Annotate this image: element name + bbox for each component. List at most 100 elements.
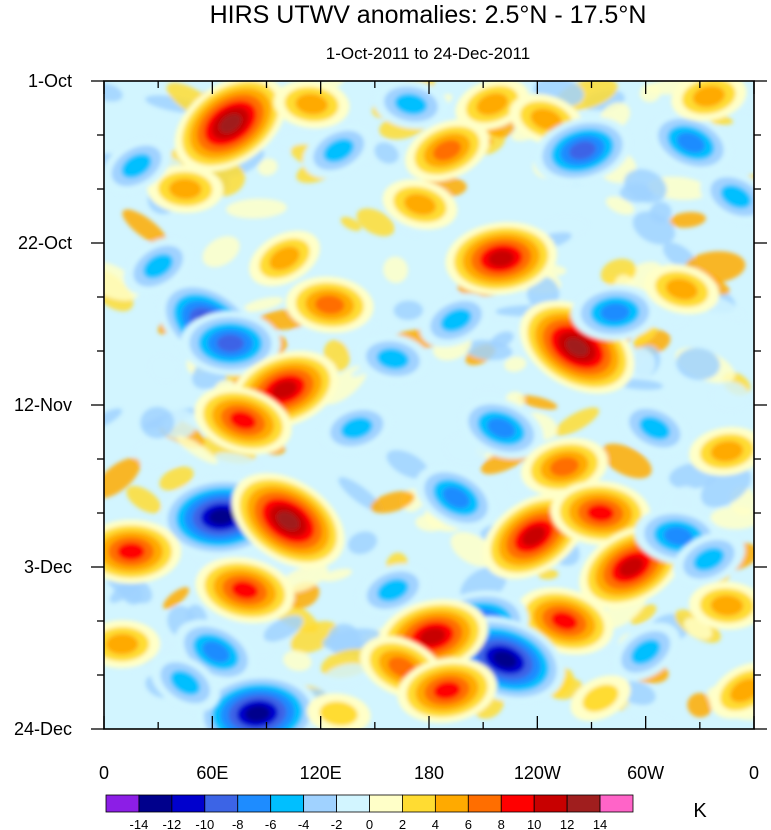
anomaly-patch — [120, 580, 143, 605]
anomaly-contour — [276, 511, 300, 531]
anomaly-patch — [687, 693, 713, 718]
anomaly-contour — [319, 701, 358, 726]
colorbar-swatch — [369, 794, 403, 813]
anomaly-patch — [347, 531, 378, 555]
anomaly-patch — [214, 452, 262, 471]
colorbar-swatch — [599, 794, 634, 813]
colorbar-swatch — [533, 794, 568, 813]
anomaly-contour — [521, 526, 546, 547]
anomaly-patch — [104, 261, 140, 301]
anomaly-field — [104, 81, 754, 729]
colorbar-label: 6 — [465, 817, 472, 830]
anomaly-contour — [720, 185, 752, 209]
anomaly-patch — [104, 82, 123, 102]
anomaly-contour — [433, 681, 461, 700]
anomaly-contour — [619, 557, 644, 577]
anomaly-patch — [386, 450, 429, 479]
y-tick-label: 12-Nov — [14, 395, 72, 415]
colorbar-swatch — [138, 794, 173, 813]
colorbar-label: -6 — [265, 817, 277, 830]
anomaly-contour — [117, 542, 145, 561]
anomaly-contour — [105, 633, 139, 655]
colorbar-label: 8 — [498, 817, 505, 830]
colorbar-swatch — [402, 794, 436, 813]
anomaly-contour — [340, 417, 373, 440]
anomaly-contour — [665, 278, 698, 300]
anomaly-feature — [147, 164, 224, 214]
anomaly-patch — [159, 466, 194, 491]
colorbar-units-label: K — [693, 800, 707, 822]
anomaly-patch — [104, 408, 123, 429]
anomaly-feature — [249, 230, 320, 287]
anomaly-patch — [676, 348, 721, 380]
colorbar-swatch — [270, 794, 305, 813]
anomaly-contour — [202, 641, 230, 663]
x-tick-label: 60W — [627, 763, 664, 783]
anomaly-patch — [667, 314, 690, 330]
anomaly-contour — [143, 253, 174, 279]
anomaly-contour — [487, 417, 516, 439]
colorbar-label: -4 — [298, 817, 310, 830]
anomaly-patch — [370, 491, 415, 514]
anomaly-patch — [518, 395, 558, 410]
anomaly-contour — [168, 178, 202, 200]
anomaly-feature — [671, 81, 747, 122]
anomaly-patch — [162, 587, 190, 609]
colorbar-label: 12 — [560, 817, 574, 830]
y-tick-label: 24-Dec — [14, 719, 72, 739]
anomaly-feature — [688, 581, 754, 630]
anomaly-feature — [123, 237, 193, 295]
anomaly-feature — [194, 386, 292, 455]
colorbar-swatch — [500, 794, 535, 813]
anomaly-patch — [710, 381, 750, 412]
anomaly-feature — [672, 532, 745, 587]
anomaly-feature — [458, 397, 544, 459]
anomaly-feature — [195, 673, 320, 729]
anomaly-contour — [639, 416, 671, 440]
anomaly-feature — [618, 401, 691, 456]
anomaly-contour — [476, 93, 508, 116]
x-axis: 0 60E 120E 180 120W 60W 0 — [99, 81, 759, 783]
anomaly-patch — [383, 256, 409, 284]
colorbar: -14 -12 -10 -8 -6 -4 -2 0 2 4 6 8 10 12 14 — [105, 794, 634, 830]
anomaly-contour — [315, 295, 345, 315]
colorbar-swatch — [336, 794, 370, 813]
anomaly-feature — [273, 81, 350, 129]
anomaly-contour — [630, 639, 661, 665]
y-tick-label: 3-Dec — [24, 557, 72, 577]
anomaly-contour — [219, 113, 242, 134]
anomaly-patch — [283, 650, 312, 672]
anomaly-contour — [693, 547, 725, 571]
colorbar-label: -12 — [162, 817, 181, 830]
colorbar-swatch — [467, 794, 502, 813]
colorbar-swatch — [171, 794, 206, 813]
anomaly-contour — [229, 411, 257, 430]
anomaly-patch — [226, 198, 287, 219]
chart-subtitle: 1-Oct-2011 to 24-Dec-2011 — [326, 44, 530, 63]
plot-area — [103, 80, 755, 730]
chart-title: HIRS UTWV anomalies: 2.5°N - 17.5°N — [210, 1, 647, 29]
anomaly-patch — [104, 457, 141, 499]
colorbar-label: 4 — [432, 817, 439, 830]
anomaly-contour — [565, 337, 589, 357]
anomaly-patch — [257, 158, 278, 176]
anomaly-contour — [121, 153, 152, 179]
anomaly-feature — [550, 480, 651, 546]
anomaly-feature — [104, 519, 182, 584]
anomaly-feature — [644, 264, 720, 315]
anomaly-contour — [549, 457, 579, 477]
anomaly-contour — [551, 611, 578, 631]
x-tick-label: 120W — [514, 763, 561, 783]
anomaly-feature — [104, 620, 161, 669]
anomaly-patch — [623, 169, 667, 203]
anomaly-feature — [303, 122, 375, 178]
anomaly-feature — [319, 402, 394, 454]
anomaly-contour — [442, 486, 470, 509]
anomaly-contour — [208, 508, 234, 525]
x-tick-label: 180 — [414, 763, 444, 783]
anomaly-feature — [520, 437, 608, 496]
anomaly-patch — [132, 437, 186, 468]
anomaly-contour — [170, 670, 201, 695]
anomaly-patch — [327, 623, 361, 657]
anomaly-contour — [692, 85, 725, 107]
